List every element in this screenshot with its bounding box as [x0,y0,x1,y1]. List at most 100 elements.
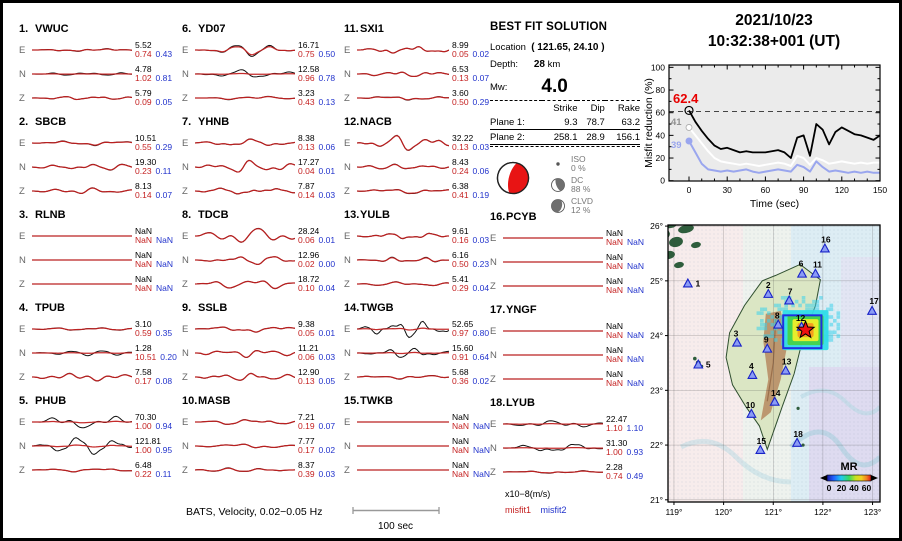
component-label: Z [490,466,496,478]
waveform-trace [32,468,132,473]
event-datetime: 2021/10/23 10:32:38+001 (UT) [651,10,897,52]
component-label: E [490,232,497,244]
component-label: N [19,347,26,359]
map-station-number: 8 [775,311,780,321]
waveform-column-2: 6. YD07 E 16.71 0.75 0.50 N 12.58 0.96 0.78 Z 3.23 0… [182,23,342,488]
component-row-Z: Z 18.72 0.10 0.04 [182,272,342,296]
component-label: E [182,230,189,242]
map-lat-tick: 23° [650,385,663,395]
svg-text:150: 150 [873,185,887,195]
waveform-trace [503,285,603,287]
svg-text:Time (sec): Time (sec) [750,198,799,210]
time-scale-bar: 100 sec [348,502,443,532]
location-value: ( 121.65, 24.10 ) [531,42,605,53]
colorbar-tick: 0 [827,483,832,493]
scale-bar-label: 100 sec [377,521,414,532]
component-row-Z: Z NaN NaN NaN [344,458,496,482]
waveform-trace [195,159,295,173]
colorbar-title: MR [840,461,857,473]
component-row-E: E NaN NaN NaN [490,319,650,343]
component-label: E [19,137,26,149]
station-header: 15.TWKB [344,395,393,407]
map-station-number: 9 [764,335,769,345]
scale-bar-line [351,507,440,514]
trace-values: NaN NaN NaN [606,368,645,388]
component-label: Z [19,371,25,383]
station-block-TWKB: 15.TWKB E NaN NaN NaN N NaN NaN NaN Z NaN NaN NaN [344,395,496,488]
component-label: Z [344,464,350,476]
data-caption: BATS, Velocity, 0.02−0.05 Hz [186,506,323,518]
component-label: N [182,161,189,173]
trace-values: 8.13 0.14 0.07 [135,180,173,200]
component-label: Z [182,371,188,383]
trace-values: 6.16 0.50 0.23 [452,249,490,269]
component-label: N [19,161,26,173]
location-row: Location ( 121.65, 24.10 ) [490,42,652,53]
trace-values: 8.43 0.24 0.06 [452,156,490,176]
station-header: 5. PHUB [19,395,67,407]
focal-mechanism-beachball [496,161,530,195]
map-station-number: 18 [793,429,803,439]
trace-values: 10.51 0.55 0.29 [135,132,173,152]
component-label: Z [490,280,496,292]
component-row-N: N 17.27 0.04 0.01 [182,155,342,179]
waveform-trace [357,71,449,78]
depth-value: 28 [533,59,545,70]
waveform-trace [195,95,295,101]
component-row-E: E 3.10 0.59 0.35 [19,317,179,341]
component-label: Z [182,464,188,476]
waveform-trace [357,375,449,380]
component-row-N: N 121.81 1.00 0.95 [19,434,179,458]
waveform-trace [195,44,295,57]
misfit2-label: misfit2 [540,505,567,515]
trace-values: NaN NaN NaN [606,251,645,271]
misfit1-label: misfit1 [505,505,532,515]
component-label: Z [19,92,25,104]
station-header: 3. RLNB [19,209,66,221]
waveform-trace [357,163,449,170]
svg-text:90: 90 [799,185,809,195]
map-station-triangle-14 [769,396,780,406]
trace-values: 7.58 0.17 0.08 [135,366,173,386]
station-header: 16.PCYB [490,211,537,223]
trace-values: 5.79 0.09 0.05 [135,87,173,107]
trace-values: NaN NaN NaN [606,344,645,364]
waveform-trace [503,420,603,428]
trace-values: 52.65 0.97 0.80 [452,318,490,338]
trace-values: 8.37 0.39 0.03 [298,459,336,479]
station-header: 12.NACB [344,116,392,128]
trace-values: 3.23 0.43 0.13 [298,87,336,107]
trace-values: NaN NaN NaN [452,459,491,479]
waveform-trace [357,232,449,240]
component-label: Z [19,464,25,476]
waveform-trace [357,188,449,195]
waveform-trace [195,138,295,146]
location-label: Location [490,42,526,53]
waveform-trace [32,283,132,285]
waveform-trace [32,259,132,261]
trace-values: 8.38 0.13 0.06 [298,132,336,152]
waveform-trace [195,69,295,78]
trace-values: 5.41 0.29 0.04 [452,273,490,293]
trace-values: 9.61 0.16 0.03 [452,225,490,245]
station-block-RLNB: 3. RLNB E NaN NaN NaN N NaN NaN NaN Z NaN NaN NaN [19,209,179,302]
component-label: Z [344,92,350,104]
mw-label: Mw: [490,81,508,93]
dc-beachball-icon [551,178,565,192]
station-block-YULB: 13.YULB E 9.61 0.16 0.03 N 6.16 0.50 0.23 Z 5.41 0.… [344,209,496,302]
component-row-E: E 10.51 0.55 0.29 [19,131,179,155]
component-row-N: N 4.78 1.02 0.81 [19,62,179,86]
component-row-Z: Z 2.28 0.74 0.49 [490,460,650,484]
component-label: N [490,349,497,361]
station-header: 7. YHNB [182,116,230,128]
map-station-number: 10 [746,400,756,410]
trace-values: 6.53 0.13 0.07 [452,63,490,83]
iso-dot-icon [556,162,560,166]
trace-values: 5.68 0.36 0.02 [452,366,490,386]
component-row-N: N 12.58 0.96 0.78 [182,62,342,86]
station-block-PCYB: 16.PCYB E NaN NaN NaN N NaN NaN NaN Z NaN NaN NaN [490,211,650,304]
station-block-NACB: 12.NACB E 32.22 0.13 0.03 N 8.43 0.24 0.06 Z 6.38 0… [344,116,496,209]
map-lon-tick: 121° [764,507,782,517]
svg-text:0: 0 [687,185,692,195]
waveform-trace [195,419,295,425]
